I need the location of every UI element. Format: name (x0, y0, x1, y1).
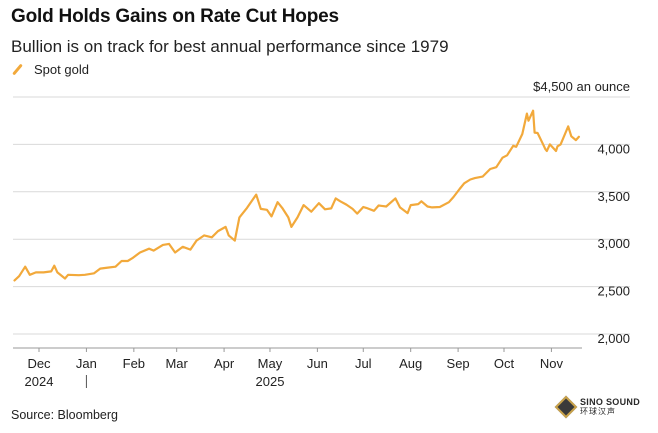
x-tick-label: Aug (399, 356, 422, 371)
x-tick-label: Jul (355, 356, 372, 371)
chart-subtitle: Bullion is on track for best annual perf… (11, 37, 449, 56)
y-tick-label: 2,000 (597, 331, 630, 346)
watermark-logo: SINO SOUND 环球汉声 (554, 395, 641, 419)
legend-label: Spot gold (34, 62, 89, 77)
x-tick-label: May (258, 356, 283, 371)
x-tick-label: Jun (307, 356, 328, 371)
series-layer (13, 109, 580, 282)
x-tick-label: Oct (494, 356, 515, 371)
y-tick-label: 4,000 (597, 141, 630, 156)
y-axis-ticks: 2,000 2,500 3,000 3,500 4,000 $4,500 an ounce (533, 79, 630, 346)
y-tick-label: 3,000 (597, 236, 630, 251)
x-axis: Dec Jan Feb Mar Apr May Jun Jul Aug Sep Oct Nov 2024… (13, 347, 582, 389)
x-year-label: 2025 (256, 374, 285, 389)
x-tick-label: Jan (76, 356, 97, 371)
y-tick-label: 3,500 (597, 189, 630, 204)
legend: Spot gold (11, 62, 89, 77)
x-tick-label: Dec (27, 356, 51, 371)
y-tick-label: $4,500 an ounce (533, 79, 630, 94)
y-tick-label: 2,500 (597, 284, 630, 299)
x-year-label: 2024 (25, 374, 54, 389)
x-tick-label: Nov (540, 356, 564, 371)
source-note: Source: Bloomberg (11, 408, 119, 422)
gridlines (13, 96, 630, 335)
chart-title: Gold Holds Gains on Rate Cut Hopes (11, 6, 339, 27)
x-tick-label: Mar (165, 356, 188, 371)
series-line-spot-gold (13, 109, 580, 282)
logo-text-line1: SINO SOUND (580, 397, 641, 407)
x-tick-label: Sep (447, 356, 470, 371)
x-tick-label: Feb (123, 356, 145, 371)
x-tick-label: Apr (214, 356, 235, 371)
logo-text-line2: 环球汉声 (580, 407, 616, 416)
logo-icon (554, 395, 578, 419)
